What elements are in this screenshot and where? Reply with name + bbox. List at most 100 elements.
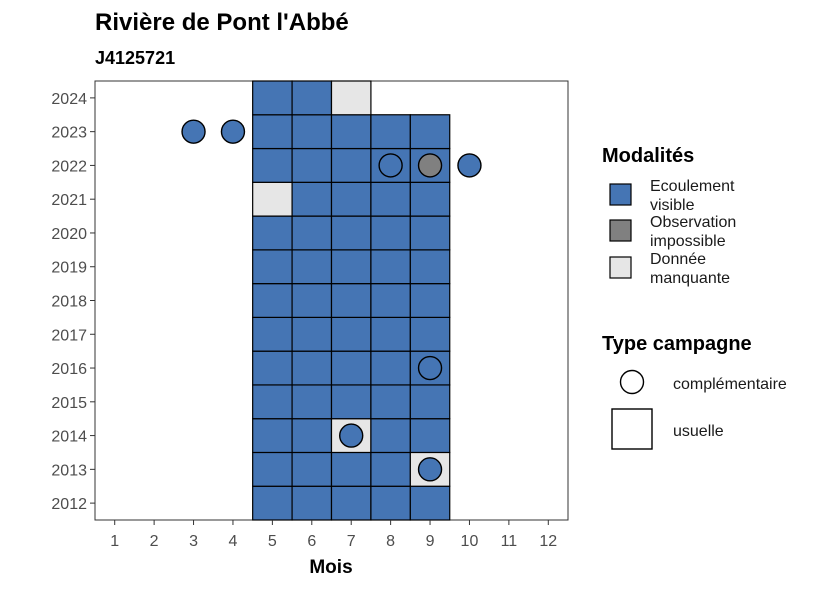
tile-2019-8: [370, 249, 411, 285]
legend-label-0-1: visible: [650, 197, 695, 214]
y-tick-label: 2017: [51, 327, 87, 344]
tile-2012-5: [252, 485, 293, 521]
legend-label-1-1: impossible: [650, 233, 726, 250]
tile-2014-6: [291, 418, 333, 454]
tile-2019-7: [330, 249, 372, 285]
tile-2018-7: [330, 283, 372, 318]
tile-2023-6: [291, 114, 333, 150]
tile-2022-6: [291, 147, 333, 183]
tile-2017-7: [330, 316, 372, 352]
x-tick-label: 1: [110, 533, 119, 550]
tile-2020-7: [330, 215, 372, 251]
y-tick-label: 2012: [51, 496, 87, 513]
tile-2018-5: [252, 283, 293, 318]
point-2016-9: [417, 355, 443, 381]
tile-2024-6: [291, 80, 333, 116]
tile-2023-8: [370, 114, 411, 150]
tile-2019-9: [409, 249, 451, 285]
tile-2020-9: [409, 215, 451, 251]
tile-2013-7: [330, 451, 372, 487]
x-tick-label: 2: [150, 533, 159, 550]
tile-2016-5: [252, 350, 293, 386]
tile-2018-6: [291, 283, 333, 318]
x-tick-label: 12: [539, 533, 557, 550]
legend-key-complementaire: [619, 369, 645, 395]
tile-2021-9: [409, 181, 451, 217]
y-tick-label: 2016: [51, 361, 87, 378]
x-tick-label: 4: [229, 533, 238, 550]
tile-2018-8: [370, 283, 411, 318]
tile-2012-8: [370, 485, 411, 521]
tile-2014-8: [370, 418, 411, 454]
x-tick-label: 6: [307, 533, 316, 550]
tile-2015-6: [291, 384, 333, 420]
tile-2014-9: [409, 418, 451, 454]
legend-type-title: Type campagne: [602, 333, 752, 355]
y-tick-label: 2014: [51, 429, 87, 446]
legend-label-1-0: Observation: [650, 214, 736, 231]
y-tick-label: 2018: [51, 294, 87, 311]
x-tick-label: 5: [268, 533, 277, 550]
tile-2020-6: [291, 215, 333, 251]
tile-2013-5: [252, 451, 293, 487]
tile-2023-9: [409, 114, 451, 150]
y-tick-label: 2020: [51, 226, 87, 243]
legend-type-label-usuelle: usuelle: [673, 423, 724, 440]
x-tick-label: 9: [426, 533, 435, 550]
y-tick-label: 2021: [51, 192, 87, 209]
legend-key-1: [609, 219, 632, 242]
tile-2012-9: [409, 485, 451, 521]
tile-2022-7: [330, 147, 372, 183]
x-tick-label: 8: [386, 533, 395, 550]
y-tick-label: 2015: [51, 395, 87, 412]
point-2022-10: [457, 153, 482, 178]
tile-2013-8: [370, 451, 411, 487]
tile-2016-8: [370, 350, 411, 386]
tile-2014-5: [252, 418, 293, 454]
legend-key-usuelle: [611, 408, 653, 450]
x-tick-label: 7: [347, 533, 356, 550]
tile-2016-7: [330, 350, 372, 386]
legend-label-0-0: Ecoulement: [650, 178, 735, 195]
tile-2019-5: [252, 249, 293, 285]
tile-2024-7: [330, 80, 372, 116]
tile-2021-7: [330, 181, 372, 217]
tile-2015-8: [370, 384, 411, 420]
y-tick-label: 2019: [51, 260, 87, 277]
legend-type-label-complementaire: complémentaire: [673, 376, 787, 393]
tile-2022-5: [252, 147, 293, 183]
y-tick-label: 2022: [51, 158, 87, 175]
x-axis-title: Mois: [309, 557, 352, 578]
legend-key-2: [609, 256, 632, 279]
tile-2023-5: [252, 114, 293, 150]
tile-2012-6: [291, 485, 333, 521]
point-2022-9: [417, 153, 443, 178]
tile-2024-5: [252, 80, 293, 116]
tile-2023-7: [330, 114, 372, 150]
legend-label-2-1: manquante: [650, 270, 730, 287]
tile-2019-6: [291, 249, 333, 285]
y-tick-label: 2013: [51, 462, 87, 479]
y-tick-label: 2023: [51, 125, 87, 142]
point-2023-4: [220, 119, 246, 144]
y-tick-label: 2024: [51, 91, 87, 108]
x-tick-label: 3: [189, 533, 198, 550]
tile-2021-5: [252, 181, 293, 217]
tile-2021-8: [370, 181, 411, 217]
point-2023-3: [181, 119, 206, 144]
point-2014-7: [339, 423, 364, 448]
tile-2013-6: [291, 451, 333, 487]
chart-subtitle: J4125721: [95, 48, 175, 68]
legend-label-2-0: Donnée: [650, 251, 706, 268]
tile-2021-6: [291, 181, 333, 217]
tile-2015-9: [409, 384, 451, 420]
legend-modalites-title: Modalités: [602, 145, 694, 167]
tile-2018-9: [409, 283, 451, 318]
legend-key-0: [609, 183, 632, 206]
x-tick-label: 11: [501, 533, 518, 550]
chart-title: Rivière de Pont l'Abbé: [95, 9, 349, 36]
tile-2017-6: [291, 316, 333, 352]
tile-2020-5: [252, 215, 293, 251]
tile-2015-7: [330, 384, 372, 420]
